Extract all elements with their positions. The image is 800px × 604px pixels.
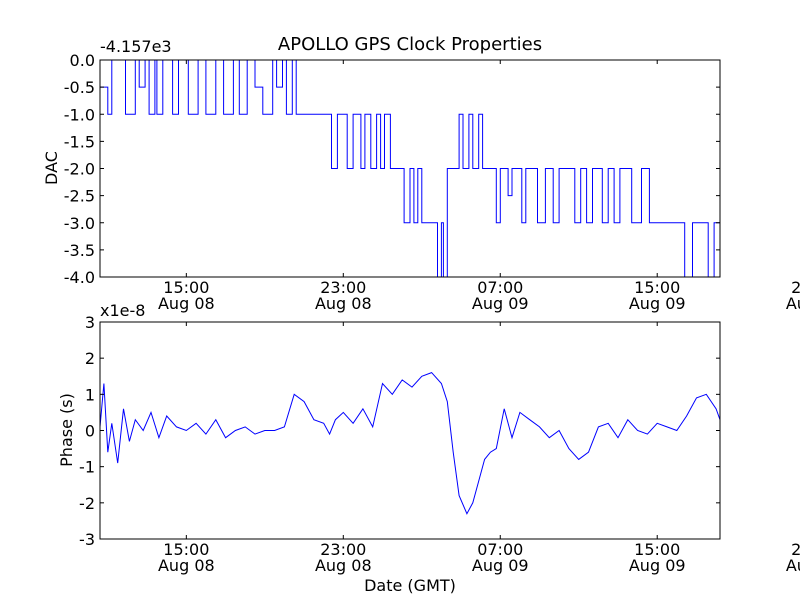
dac-y-tick-label: -1.5 [64, 132, 95, 151]
dac-x-tick-time-label: 23:00 [320, 278, 366, 297]
phase-offset-label: x1e-8 [100, 301, 145, 320]
phase-x-tick-date-label: Aug 08 [315, 556, 372, 575]
dac-series-line [100, 60, 720, 277]
phase-x-tick-time-label: 07:00 [477, 540, 523, 559]
phase-x-tick-time-label: 15:00 [634, 540, 680, 559]
phase-x-tick-time-label: 15:00 [163, 540, 209, 559]
dac-x-tick-time-label: 23:00 [791, 278, 800, 297]
x-axis-title: Date (GMT) [364, 576, 456, 595]
phase-x-tick-date-label: Aug 09 [786, 556, 800, 575]
dac-y-tick-label: -3.5 [64, 241, 95, 260]
dac-x-tick-time-label: 07:00 [477, 278, 523, 297]
chart-title: APOLLO GPS Clock Properties [278, 34, 542, 55]
dac-plot-area: 0.0 -0.5 -1.0 -1.5 -2.0 -2.5 -3.0 -3.5 -4.0 15:00… [64, 51, 800, 313]
phase-x-tick-time-label: 23:00 [791, 540, 800, 559]
dac-offset-label: -4.157e3 [100, 37, 172, 56]
phase-x-tick-time-label: 23:00 [320, 540, 366, 559]
phase-x-tick-date-label: Aug 09 [629, 556, 686, 575]
dac-y-axis-label: DAC [42, 151, 61, 185]
dac-x-tick-date-label: Aug 08 [315, 294, 372, 313]
phase-y-tick-label: 1 [85, 385, 95, 404]
dac-y-tick-label: -1.0 [64, 105, 95, 124]
dac-y-tick-label: 0.0 [70, 51, 95, 70]
dac-panel: 0.0 -0.5 -1.0 -1.5 -2.0 -2.5 -3.0 -3.5 -4.0 15:00… [42, 37, 800, 313]
phase-x-tick-date-label: Aug 09 [472, 556, 529, 575]
dac-x-tick-date-label: Aug 09 [786, 294, 800, 313]
phase-y-tick-label: -2 [79, 494, 95, 513]
phase-y-tick-label: 0 [85, 422, 95, 441]
dac-x-tick-date-label: Aug 08 [158, 294, 215, 313]
phase-y-tick-label: -3 [79, 530, 95, 549]
dac-x-tick-date-label: Aug 09 [629, 294, 686, 313]
phase-y-tick-label: -1 [79, 458, 95, 477]
dac-x-tick-time-label: 15:00 [163, 278, 209, 297]
dac-y-tick-label: -2.5 [64, 187, 95, 206]
phase-y-tick-label: 3 [85, 313, 95, 332]
phase-y-tick-label: 2 [85, 349, 95, 368]
dac-y-tick-label: -2.0 [64, 160, 95, 179]
dac-y-tick-label: -4.0 [64, 268, 95, 287]
dac-x-tick-time-label: 15:00 [634, 278, 680, 297]
dac-x-tick-date-label: Aug 09 [472, 294, 529, 313]
dac-y-tick-label: -3.0 [64, 214, 95, 233]
dac-y-tick-label: -0.5 [64, 78, 95, 97]
phase-x-tick-date-label: Aug 08 [158, 556, 215, 575]
phase-y-axis-label: Phase (s) [57, 393, 76, 467]
phase-series-line [100, 372, 720, 515]
